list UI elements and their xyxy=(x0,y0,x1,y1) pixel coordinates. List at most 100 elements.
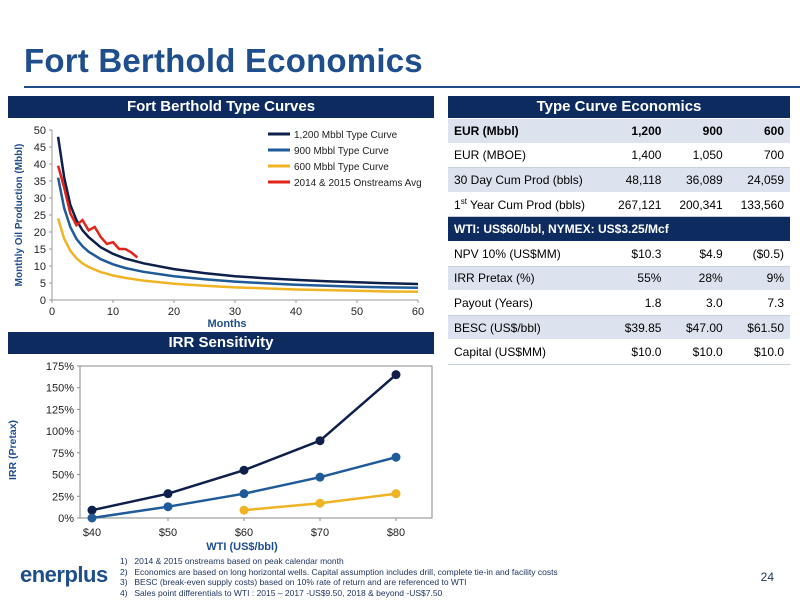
y-tick-label: 0 xyxy=(40,295,46,307)
irr-point xyxy=(163,502,173,512)
irr-point xyxy=(239,489,249,499)
row-value: 267,121 xyxy=(606,192,668,218)
title-divider xyxy=(24,86,800,88)
row-value: 55% xyxy=(606,266,668,292)
table-row: EUR (Mbbl) 1,200 900 600 xyxy=(448,119,790,144)
table-row: EUR (MBOE) 1,400 1,050 700 xyxy=(448,143,790,169)
footnote: 1) 2014 & 2015 onstreams based on peak c… xyxy=(120,556,558,567)
x-tick-label: $70 xyxy=(311,527,329,539)
row-label: Payout (Years) xyxy=(448,290,607,316)
y-tick-label: 10 xyxy=(34,261,46,273)
row-value: ($0.5) xyxy=(728,241,790,267)
table-row: 30 Day Cum Prod (bbls) 48,118 36,089 24,059 xyxy=(448,167,790,193)
irr-point xyxy=(391,489,401,499)
x-tick-label: 40 xyxy=(290,306,302,318)
row-value: 1,050 xyxy=(667,143,729,169)
type-curves-chart: 0 5 10 15 20 25 30 35 40 45 50 0 10 20 30 40 50 60 Months M… xyxy=(14,125,424,330)
y-tick-label: 25 xyxy=(34,210,46,222)
legend-label: 900 Mbbl Type Curve xyxy=(294,146,389,157)
row-value: 600 xyxy=(728,119,790,144)
enerplus-logo: enerplus xyxy=(20,562,108,588)
y-tick-label: 50 xyxy=(34,125,46,137)
y-tick-label: 20 xyxy=(34,227,46,239)
row-value: $10.0 xyxy=(606,339,668,365)
row-value: $47.00 xyxy=(667,315,729,341)
type-curve-economics-table: EUR (Mbbl) 1,200 900 600 EUR (MBOE) 1,400 1,05… xyxy=(448,119,790,365)
x-tick-label: $80 xyxy=(387,527,405,539)
row-label: Capital (US$MM) xyxy=(448,339,607,365)
row-value: $10.0 xyxy=(667,339,729,365)
irr-sensitivity-chart: 0% 25% 50% 75% 100% 125% 150% 175% $40 $50 $60 $70 $… xyxy=(7,361,433,553)
row-label: BESC (US$/bbl) xyxy=(448,315,607,341)
footnote-number: 3) xyxy=(120,577,128,587)
row-value: $10.0 xyxy=(728,339,790,365)
legend-label: 1,200 Mbbl Type Curve xyxy=(294,130,398,141)
y-tick-label: 150% xyxy=(46,383,74,395)
footnote-text: Sales point differentials to WTI : 2015 … xyxy=(132,587,443,598)
type-curves-header: Fort Berthold Type Curves xyxy=(8,96,434,118)
row-value: 9% xyxy=(728,266,790,292)
footnotes: 1) 2014 & 2015 onstreams based on peak c… xyxy=(120,556,558,598)
irr-point xyxy=(315,472,325,482)
row-value: 1,200 xyxy=(606,119,668,144)
y-tick-label: 125% xyxy=(46,404,74,416)
series-line-1 xyxy=(56,136,419,286)
series-line-3 xyxy=(56,218,419,294)
table-row: NPV 10% (US$MM) $10.3 $4.9 ($0.5) xyxy=(448,241,790,267)
row-value: 1,400 xyxy=(606,143,668,169)
y-tick-label: 15 xyxy=(34,244,46,256)
irr-point xyxy=(163,489,173,499)
row-value: 24,059 xyxy=(728,167,790,193)
irr-point xyxy=(239,505,249,515)
table-row: 1st Year Cum Prod (bbls) 267,121 200,341 13… xyxy=(448,192,790,218)
logo-text: enerplus xyxy=(20,562,108,587)
y-axis-title: Monthly Oil Production (Mbbl) xyxy=(14,144,25,287)
y-tick-label: 100% xyxy=(46,426,74,438)
irr-point xyxy=(87,505,97,515)
irr-point xyxy=(315,436,325,446)
legend-label: 2014 & 2015 Onstreams Avg xyxy=(294,178,422,189)
footnote-text: BESC (break-even supply costs) based on … xyxy=(132,577,467,587)
row-value: $10.3 xyxy=(606,241,668,267)
irr-point xyxy=(391,452,401,462)
y-tick-label: 30 xyxy=(34,193,46,205)
footnote: 3) BESC (break-even supply costs) based … xyxy=(120,577,558,588)
row-value: $61.50 xyxy=(728,315,790,341)
row-value: $4.9 xyxy=(667,241,729,267)
footnote: 4) Sales point differentials to WTI : 20… xyxy=(120,588,558,599)
y-tick-label: 45 xyxy=(34,142,46,154)
row-label: IRR Pretax (%) xyxy=(448,266,607,292)
y-tick-label: 50% xyxy=(52,470,74,482)
row-value: $39.85 xyxy=(606,315,668,341)
plot-frame xyxy=(79,365,433,519)
y-tick-label: 75% xyxy=(52,448,74,460)
x-tick-label: 20 xyxy=(168,306,180,318)
row-value: 36,089 xyxy=(667,167,729,193)
row-value: 133,560 xyxy=(728,192,790,218)
footnote-number: 1) xyxy=(120,556,128,566)
footnote: 2) Economics are based on long horizonta… xyxy=(120,567,558,578)
page-title: Fort Berthold Economics xyxy=(24,42,423,79)
row-label: 1st Year Cum Prod (bbls) xyxy=(448,192,607,218)
x-axis-title: Months xyxy=(207,318,246,330)
x-tick-label: $40 xyxy=(83,527,101,539)
x-tick-label: $60 xyxy=(235,527,253,539)
row-value: 7.3 xyxy=(728,290,790,316)
y-tick-label: 35 xyxy=(34,176,46,188)
y-tick-label: 25% xyxy=(52,491,74,503)
row-label: NPV 10% (US$MM) xyxy=(448,241,607,267)
series-line-4 xyxy=(56,165,139,259)
irr-point xyxy=(239,465,249,475)
row-label: EUR (Mbbl) xyxy=(448,119,607,144)
x-tick-label: 0 xyxy=(49,306,55,318)
table-section-row: WTI: US$60/bbl, NYMEX: US$3.25/Mcf xyxy=(448,216,790,242)
x-tick-label: 10 xyxy=(107,306,119,318)
irr-point xyxy=(87,513,97,523)
x-axis-title: WTI (US$/bbl) xyxy=(206,541,278,553)
x-tick-label: 50 xyxy=(351,306,363,318)
page-number: 24 xyxy=(760,570,774,584)
irr-point xyxy=(391,370,401,380)
row-value: 48,118 xyxy=(606,167,668,193)
table-row: BESC (US$/bbl) $39.85 $47.00 $61.50 xyxy=(448,315,790,341)
y-axis-title: IRR (Pretax) xyxy=(7,420,19,480)
